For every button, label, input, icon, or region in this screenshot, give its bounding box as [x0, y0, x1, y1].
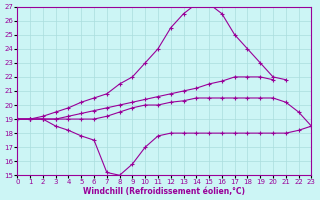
X-axis label: Windchill (Refroidissement éolien,°C): Windchill (Refroidissement éolien,°C): [84, 187, 245, 196]
